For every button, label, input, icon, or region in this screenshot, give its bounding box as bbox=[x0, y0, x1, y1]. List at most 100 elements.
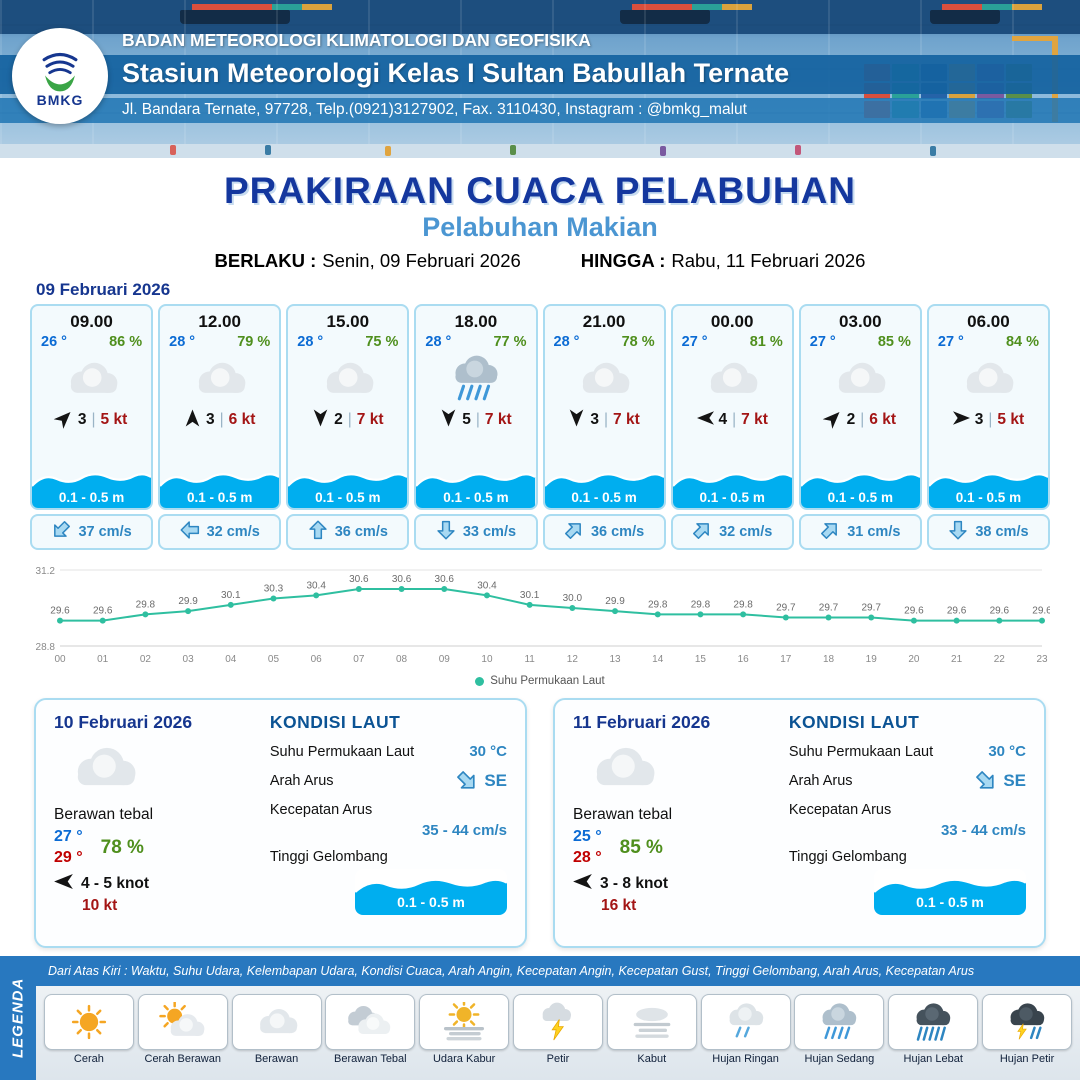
air-temperature: 26 ° bbox=[41, 334, 67, 350]
wave-band: 0.1 - 0.5 m bbox=[416, 464, 536, 508]
temp-humidity-row: 27 ° 81 % bbox=[673, 332, 792, 350]
current-speed: 32 cm/s bbox=[719, 524, 773, 540]
bmkg-emblem-icon bbox=[42, 52, 78, 92]
svg-text:11: 11 bbox=[524, 654, 535, 665]
wind-direction-icon bbox=[696, 410, 714, 430]
chart-legend-label: Suhu Permukaan Laut bbox=[490, 675, 605, 687]
svg-text:28.8: 28.8 bbox=[36, 642, 56, 653]
svg-text:29.7: 29.7 bbox=[861, 603, 881, 614]
svg-text:05: 05 bbox=[268, 654, 280, 665]
legend-dot-icon bbox=[475, 676, 485, 686]
hourly-column: 03.00 27 ° 85 % 2 | 6 kt 0.1 - 0.5 m 31 … bbox=[798, 304, 922, 550]
wind-speed: 2 bbox=[846, 411, 856, 428]
legend-item: Hujan Sedang bbox=[794, 994, 885, 1065]
current-box: 32 cm/s bbox=[158, 514, 282, 550]
svg-text:04: 04 bbox=[225, 654, 237, 665]
forecast-time: 09.00 bbox=[70, 312, 113, 331]
wind-direction-icon bbox=[440, 409, 457, 430]
svg-text:29.8: 29.8 bbox=[733, 599, 753, 610]
svg-text:07: 07 bbox=[353, 654, 365, 665]
cargo-ship-icon bbox=[930, 4, 1000, 24]
svg-text:30.0: 30.0 bbox=[563, 593, 583, 604]
wind-row: 3 | 6 kt bbox=[160, 408, 279, 432]
page-title: PRAKIRAAN CUACA PELABUHAN bbox=[223, 170, 857, 211]
daily-wind: 4 - 5 knot bbox=[54, 873, 258, 894]
valid-from-label: BERLAKU : bbox=[214, 250, 317, 271]
gust-speed: 6 kt bbox=[869, 411, 896, 428]
agency-name: BADAN METEOROLOGI KLIMATOLOGI DAN GEOFIS… bbox=[122, 30, 591, 50]
wave-band: 0.1 - 0.5 m bbox=[288, 464, 408, 508]
weather-icon-berawan bbox=[56, 737, 258, 804]
svg-text:20: 20 bbox=[908, 654, 920, 665]
air-temperature: 27 ° bbox=[809, 334, 836, 350]
wave-height-box: 0.1 - 0.5 m bbox=[355, 869, 507, 915]
forecast-time: 21.00 bbox=[582, 312, 626, 331]
legend-icon-petir bbox=[512, 994, 603, 1050]
current-speed-label: Kecepatan Arus bbox=[269, 802, 373, 818]
svg-text:29.8: 29.8 bbox=[691, 599, 711, 610]
wind-row: 2 | 7 kt bbox=[288, 408, 407, 432]
humidity: 81 % bbox=[749, 334, 783, 350]
svg-text:30.3: 30.3 bbox=[264, 584, 284, 595]
legend-label: Hujan Ringan bbox=[712, 1053, 779, 1065]
air-temperature: 28 ° bbox=[425, 334, 452, 350]
weather-icon-hujan-sedang bbox=[416, 350, 535, 408]
current-box: 38 cm/s bbox=[926, 514, 1050, 550]
humidity: 78 % bbox=[100, 836, 144, 858]
svg-text:06: 06 bbox=[311, 654, 323, 665]
wave-band: 0.1 - 0.5 m bbox=[928, 464, 1048, 508]
current-direction-icon bbox=[820, 520, 840, 544]
daily-condition: Berawan tebal bbox=[573, 806, 673, 823]
weather-icon-berawan bbox=[673, 350, 792, 408]
svg-text:29.6: 29.6 bbox=[50, 606, 70, 617]
wind-direction-icon bbox=[573, 873, 592, 894]
forecast-time: 00.00 bbox=[710, 312, 754, 331]
weather-icon-berawan bbox=[801, 350, 920, 408]
people-silhouettes bbox=[170, 145, 176, 155]
wind-gust: 10 kt bbox=[82, 896, 118, 914]
temp-min: 27 ° bbox=[54, 828, 83, 845]
hourly-date: 09 Februari 2026 bbox=[36, 280, 171, 299]
svg-text:21: 21 bbox=[951, 654, 963, 665]
legend-item: Cerah Berawan bbox=[137, 994, 228, 1065]
svg-text:19: 19 bbox=[866, 654, 878, 665]
svg-text:08: 08 bbox=[396, 654, 408, 665]
svg-text:31.2: 31.2 bbox=[36, 566, 56, 577]
valid-until: HINGGA : Rabu, 11 Februari 2026 bbox=[581, 250, 866, 272]
current-direction-icon bbox=[692, 520, 712, 544]
legend-label: Berawan bbox=[254, 1053, 299, 1065]
svg-text:10: 10 bbox=[481, 654, 493, 665]
svg-text:09: 09 bbox=[439, 654, 451, 665]
air-temperature: 28 ° bbox=[169, 334, 196, 350]
temp-max: 29 ° bbox=[54, 848, 83, 866]
svg-text:29.8: 29.8 bbox=[136, 599, 156, 610]
current-speed: 36 cm/s bbox=[590, 524, 645, 540]
legend-item: Hujan Lebat bbox=[888, 994, 979, 1065]
current-speed-value: 33 - 44 cm/s bbox=[940, 822, 1026, 839]
legend-label: Berawan Tebal bbox=[334, 1053, 407, 1065]
svg-text:29.9: 29.9 bbox=[178, 596, 198, 607]
sea-conditions: KONDISI LAUT Suhu Permukaan Laut 30 °C Ar… bbox=[270, 712, 507, 936]
sea-conditions: KONDISI LAUT Suhu Permukaan Laut 30 °C Ar… bbox=[789, 712, 1026, 936]
gust-speed: 6 kt bbox=[228, 411, 256, 428]
hourly-card: 03.00 27 ° 85 % 2 | 6 kt 0.1 - 0.5 m bbox=[798, 304, 922, 510]
svg-text:29.6: 29.6 bbox=[904, 606, 924, 617]
current-direction-icon bbox=[948, 520, 968, 544]
legend-label: Hujan Lebat bbox=[903, 1053, 963, 1065]
current-direction-label: Arah Arus bbox=[788, 773, 853, 789]
temp-humidity-row: 28 ° 77 % bbox=[416, 332, 535, 350]
legend-item: Hujan Ringan bbox=[700, 994, 791, 1065]
wind-speed: 3 bbox=[974, 411, 984, 428]
forecast-time: 12.00 bbox=[198, 312, 241, 331]
wind-speed: 4 bbox=[718, 411, 728, 428]
station-address: Jl. Bandara Ternate, 97728, Telp.(0921)3… bbox=[0, 98, 1080, 123]
daily-card: 11 Februari 2026 Berawan tebal 25 ° 28 °… bbox=[553, 698, 1046, 948]
svg-text:29.7: 29.7 bbox=[776, 603, 796, 614]
station-name: Stasiun Meteorologi Kelas I Sultan Babul… bbox=[0, 55, 1080, 94]
humidity: 85 % bbox=[619, 836, 663, 858]
sea-heading: KONDISI LAUT bbox=[269, 712, 401, 732]
chart-legend: Suhu Permukaan Laut bbox=[30, 672, 1050, 690]
wind-speed: 2 bbox=[334, 411, 343, 428]
svg-text:00: 00 bbox=[54, 654, 66, 665]
temp-min: 25 ° bbox=[573, 828, 602, 845]
